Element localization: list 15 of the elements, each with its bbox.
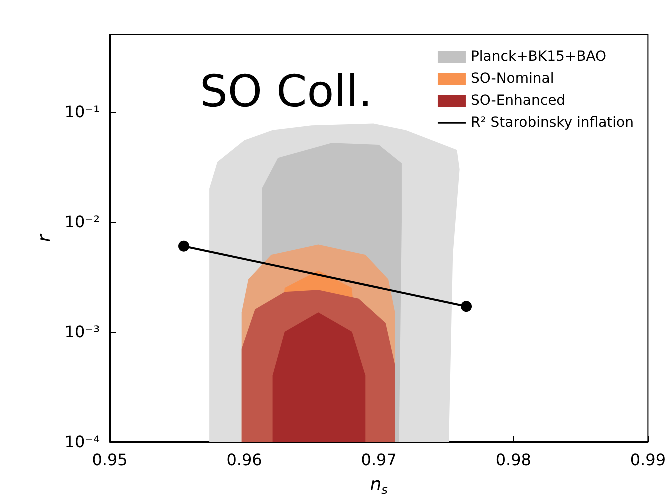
x-tick-label: 0.99: [630, 450, 666, 470]
annotation: SO Coll.: [200, 66, 373, 118]
x-tick-label: 0.97: [361, 450, 397, 470]
legend-label: SO-Nominal: [470, 71, 554, 87]
y-tick-label: 10⁻¹: [64, 102, 100, 122]
y-axis-title: r: [34, 233, 56, 242]
legend-label: R² Starobinsky inflation: [470, 115, 634, 131]
x-tick-label: 0.96: [226, 450, 262, 470]
y-tick-label: 10⁻²: [64, 212, 100, 232]
y-tick-label: 10⁻³: [64, 322, 100, 342]
legend-label: Planck+BK15+BAO: [470, 49, 607, 65]
legend-label: SO-Enhanced: [470, 93, 566, 109]
x-tick-label: 0.98: [496, 450, 532, 470]
y-tick-label: 10⁻⁴: [64, 432, 100, 452]
x-tick-label: 0.95: [92, 450, 128, 470]
